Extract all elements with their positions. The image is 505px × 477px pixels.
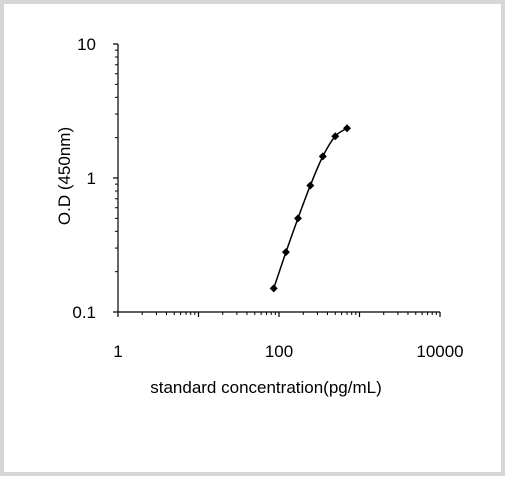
data-point <box>343 124 352 133</box>
data-point <box>281 248 290 257</box>
x-tick-label: 10000 <box>416 342 463 361</box>
x-tick-label: 100 <box>265 342 293 361</box>
y-tick-label: 1 <box>87 169 96 188</box>
data-point <box>293 214 302 223</box>
standard-curve-chart: 0.1 1 10 1 100 10000 standard concentration(p… <box>55 35 464 397</box>
y-axis-label: O.D (450nm) <box>55 127 74 225</box>
data-point <box>306 181 315 190</box>
y-tick-label: 0.1 <box>72 303 96 322</box>
data-point <box>269 284 278 293</box>
data-point <box>318 152 327 161</box>
data-point <box>331 132 340 141</box>
x-tick-label: 1 <box>113 342 122 361</box>
axes-group: 0.1 1 10 1 100 10000 <box>72 35 463 361</box>
series-line <box>273 127 348 289</box>
y-tick-label: 10 <box>77 35 96 54</box>
series-group <box>269 124 352 293</box>
x-axis-label: standard concentration(pg/mL) <box>150 378 382 397</box>
